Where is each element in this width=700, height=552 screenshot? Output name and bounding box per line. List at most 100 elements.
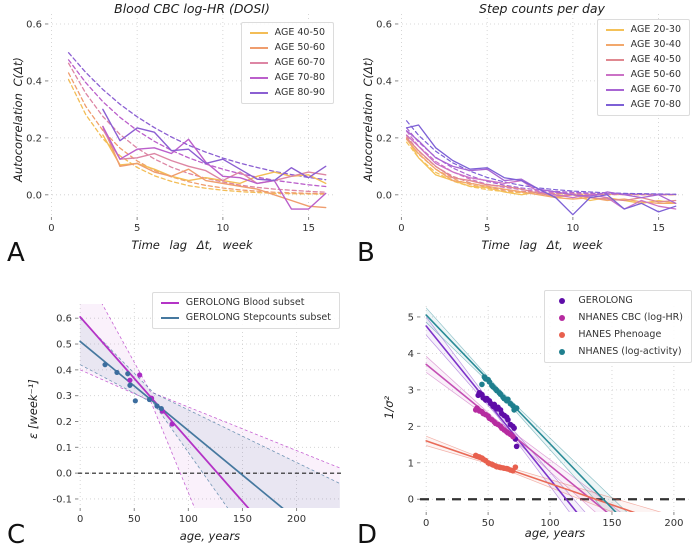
panel-b-x-axis-label: Time lag Δt, week bbox=[481, 238, 603, 252]
legend: GEROLONG Blood subset GEROLONG Stepcounts… bbox=[151, 292, 340, 329]
panel-c-letter: C bbox=[7, 520, 26, 550]
legend-item: AGE 30-40 bbox=[605, 39, 681, 51]
legend-item: NHANES (log-activity) bbox=[553, 346, 683, 358]
legend-label: AGE 60-70 bbox=[274, 57, 325, 68]
legend-label: AGE 20-30 bbox=[630, 24, 681, 35]
legend-item: AGE 80-90 bbox=[249, 87, 325, 99]
legend-label: GEROLONG Stepcounts subset bbox=[185, 312, 331, 323]
panel-a-x-axis-label: Time lag Δt, week bbox=[131, 238, 253, 252]
svg-text:2: 2 bbox=[408, 422, 414, 433]
svg-text:0.4: 0.4 bbox=[376, 76, 392, 87]
svg-text:50: 50 bbox=[482, 518, 495, 529]
svg-text:4: 4 bbox=[408, 349, 414, 360]
legend-item: NHANES CBC (log-HR) bbox=[553, 312, 683, 324]
legend: AGE 20-30 AGE 30-40 AGE 40-50 AGE 50-60 AGE … bbox=[596, 19, 690, 116]
svg-text:200: 200 bbox=[664, 518, 683, 529]
plot-svg: 0 50 100 150 200 0 1 2 3 4 5 bbox=[408, 306, 690, 529]
legend-line-swatch bbox=[249, 92, 268, 94]
legend-item: GEROLONG Stepcounts subset bbox=[160, 312, 331, 324]
panel-a-title: Blood CBC log-HR (DOSI) bbox=[114, 1, 270, 16]
svg-text:5: 5 bbox=[408, 312, 414, 323]
svg-text:0.6: 0.6 bbox=[376, 19, 392, 30]
legend-label: NHANES (log-activity) bbox=[578, 346, 682, 357]
svg-text:200: 200 bbox=[287, 514, 306, 525]
series-group bbox=[405, 120, 677, 216]
svg-text:0.5: 0.5 bbox=[56, 340, 72, 351]
svg-text:-0.1: -0.1 bbox=[52, 494, 72, 505]
legend-line-swatch bbox=[605, 89, 624, 91]
legend-label: AGE 70-80 bbox=[630, 99, 681, 110]
panel-c: 0 50 100 150 200 -0.1 0.0 0.1 0.2 0.3 0.4 0.5 0.6 ε … bbox=[0, 276, 350, 552]
legend-item: AGE 60-70 bbox=[605, 84, 681, 96]
legend-line-swatch bbox=[160, 302, 179, 304]
panel-c-y-axis-label: ε [week⁻¹] bbox=[26, 379, 40, 439]
legend-line-swatch bbox=[249, 62, 268, 64]
series-group bbox=[78, 304, 342, 508]
svg-text:0.2: 0.2 bbox=[26, 133, 42, 144]
legend-item: AGE 50-60 bbox=[605, 69, 681, 81]
svg-text:0.2: 0.2 bbox=[56, 417, 72, 428]
legend-label: GEROLONG bbox=[578, 295, 633, 306]
svg-text:0.0: 0.0 bbox=[376, 190, 392, 201]
svg-text:3: 3 bbox=[408, 385, 414, 396]
svg-text:100: 100 bbox=[179, 514, 198, 525]
svg-text:0.6: 0.6 bbox=[56, 314, 72, 325]
panel-d-x-axis-label: age, years bbox=[524, 526, 586, 540]
svg-text:100: 100 bbox=[540, 518, 559, 529]
svg-text:0.4: 0.4 bbox=[26, 76, 42, 87]
legend-dot-swatch bbox=[559, 315, 566, 321]
legend-line-swatch bbox=[249, 77, 268, 79]
legend-item: GEROLONG bbox=[553, 295, 683, 307]
svg-text:0: 0 bbox=[423, 518, 429, 529]
svg-text:0.1: 0.1 bbox=[56, 443, 72, 454]
legend-label: NHANES CBC (log-HR) bbox=[578, 312, 683, 323]
panel-b: 0 5 10 15 0.0 0.2 0.4 0.6 Step counts per day A… bbox=[350, 0, 700, 276]
legend: GEROLONG NHANES CBC (log-HR) HANES Phenoag… bbox=[544, 290, 692, 363]
plot-svg: 0 5 10 15 0.0 0.2 0.4 0.6 bbox=[26, 14, 336, 234]
legend-label: GEROLONG Blood subset bbox=[185, 297, 305, 308]
svg-text:0: 0 bbox=[48, 223, 54, 234]
panel-d-letter: D bbox=[357, 520, 378, 550]
legend-line-swatch bbox=[160, 317, 179, 319]
legend-label: AGE 70-80 bbox=[274, 72, 325, 83]
legend-label: AGE 60-70 bbox=[630, 84, 681, 95]
legend-label: AGE 50-60 bbox=[274, 42, 325, 53]
svg-text:1: 1 bbox=[408, 458, 414, 469]
legend-item: AGE 40-50 bbox=[605, 54, 681, 66]
series-group bbox=[67, 52, 327, 210]
svg-text:5: 5 bbox=[484, 223, 490, 234]
legend-label: HANES Phenoage bbox=[578, 329, 662, 340]
legend-item: AGE 60-70 bbox=[249, 57, 325, 69]
panel-d-y-axis-label: 1/σ² bbox=[382, 395, 396, 419]
panel-b-letter: B bbox=[357, 238, 375, 268]
legend-line-swatch bbox=[605, 44, 624, 46]
panel-a-y-axis-label: Autocorrelation C(Δt) bbox=[11, 57, 25, 182]
legend-item: AGE 70-80 bbox=[605, 99, 681, 111]
panel-a-letter: A bbox=[7, 238, 25, 268]
svg-text:0.0: 0.0 bbox=[26, 190, 42, 201]
legend-label: AGE 40-50 bbox=[630, 54, 681, 65]
svg-text:0.6: 0.6 bbox=[26, 19, 42, 30]
legend-item: HANES Phenoage bbox=[553, 329, 683, 341]
svg-text:15: 15 bbox=[302, 223, 315, 234]
svg-text:0.2: 0.2 bbox=[376, 133, 392, 144]
svg-text:150: 150 bbox=[233, 514, 252, 525]
legend-line-swatch bbox=[605, 74, 624, 76]
panel-c-x-axis-label: age, years bbox=[179, 529, 241, 543]
svg-text:0: 0 bbox=[408, 495, 414, 506]
panel-d: 0 50 100 150 200 0 1 2 3 4 5 1/σ² age, years D GER… bbox=[350, 276, 700, 552]
svg-text:50: 50 bbox=[128, 514, 141, 525]
svg-text:5: 5 bbox=[134, 223, 140, 234]
legend: AGE 40-50 AGE 50-60 AGE 60-70 AGE 70-80 AGE … bbox=[240, 22, 334, 104]
legend-item: AGE 20-30 bbox=[605, 24, 681, 36]
legend-item: AGE 40-50 bbox=[249, 27, 325, 39]
svg-text:0.0: 0.0 bbox=[56, 469, 72, 480]
legend-item: GEROLONG Blood subset bbox=[160, 297, 331, 309]
svg-text:15: 15 bbox=[652, 223, 665, 234]
legend-label: AGE 50-60 bbox=[630, 69, 681, 80]
svg-text:0.3: 0.3 bbox=[56, 391, 72, 402]
plot-svg: 0 50 100 150 200 -0.1 0.0 0.1 0.2 0.3 0.4 0.5 0.6 bbox=[52, 304, 342, 525]
panel-a: 0 5 10 15 0.0 0.2 0.4 0.6 Blood CBC log-HR (DOS… bbox=[0, 0, 350, 276]
legend-line-swatch bbox=[249, 32, 268, 34]
